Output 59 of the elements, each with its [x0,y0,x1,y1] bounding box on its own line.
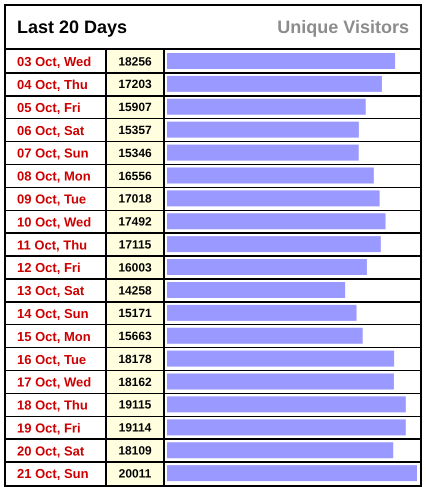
data-label: 15907 [118,100,152,114]
bar [167,236,381,252]
bar [167,282,346,298]
bar [167,190,380,206]
y-tick-label: 09 Oct, Tue [17,191,86,206]
y-tick-label: 21 Oct, Sun [17,466,89,482]
data-label: 15171 [118,306,152,320]
y-tick-label: 04 Oct, Thu [17,77,88,92]
bar [167,144,359,161]
chart-subtitle: Unique Visitors [277,16,409,38]
bar [167,53,396,69]
data-label: 16003 [118,260,152,274]
data-label: 18109 [118,444,152,458]
bar [167,167,374,184]
bar [167,442,394,458]
bar [167,465,417,482]
data-label: 14258 [118,283,152,298]
bar [167,76,382,92]
data-label: 15346 [118,146,152,160]
bar [167,350,394,367]
y-tick-label: 12 Oct, Fri [17,260,81,276]
bar [167,259,367,276]
y-tick-label: 18 Oct, Thu [17,398,88,413]
bar [167,396,406,412]
data-label: 15357 [118,123,152,138]
bar [167,122,359,138]
data-label: 17203 [118,77,152,92]
data-label: 17018 [118,192,152,206]
data-label: 19114 [118,420,152,435]
data-label: 18178 [118,352,152,366]
data-label: 20011 [118,466,152,480]
data-label: 19115 [118,398,152,412]
data-label: 17115 [118,237,152,252]
data-label: 18162 [118,374,152,389]
data-label: 18256 [118,54,152,68]
bar [167,98,366,115]
data-label: 15663 [118,329,152,344]
y-tick-label: 06 Oct, Sat [17,122,85,138]
y-tick-label: 14 Oct, Sun [17,306,89,321]
y-tick-label: 03 Oct, Wed [17,54,92,70]
bar [167,374,394,390]
y-tick-label: 13 Oct, Sat [17,283,85,298]
y-tick-label: 20 Oct, Sat [17,443,85,458]
chart-title: Last 20 Days [17,16,128,38]
y-tick-label: 07 Oct, Sun [17,146,89,161]
bar [167,419,406,436]
y-tick-label: 08 Oct, Mon [17,168,91,184]
bar [167,213,386,230]
y-tick-label: 05 Oct, Fri [17,100,81,115]
bar [167,328,363,344]
y-tick-label: 11 Oct, Thu [17,237,88,252]
y-tick-label: 15 Oct, Mon [17,328,91,344]
y-tick-label: 19 Oct, Fri [17,420,81,436]
data-label: 17492 [118,214,152,229]
y-tick-label: 17 Oct, Wed [17,374,92,390]
data-label: 16556 [118,168,152,183]
y-tick-label: 10 Oct, Wed [17,214,92,230]
y-tick-label: 16 Oct, Tue [17,352,86,367]
bar [167,304,357,321]
